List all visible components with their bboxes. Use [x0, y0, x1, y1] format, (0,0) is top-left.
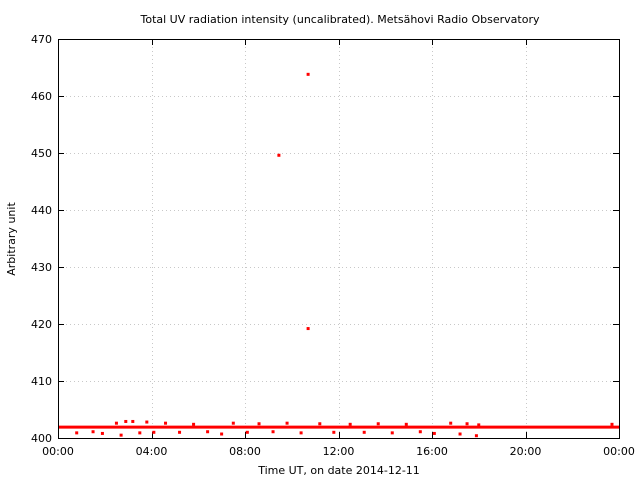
data-point — [306, 72, 310, 76]
data-point — [145, 420, 149, 424]
grid-layer — [58, 39, 619, 438]
y-tick-label: 460 — [31, 90, 52, 103]
data-point — [257, 422, 261, 426]
y-tick-label: 430 — [31, 261, 52, 274]
data-point — [245, 430, 249, 434]
data-point — [220, 432, 224, 436]
data-point — [271, 430, 275, 434]
y-tick-label: 440 — [31, 204, 52, 217]
x-axis-label: Time UT, on date 2014-12-11 — [257, 464, 420, 477]
data-point — [114, 421, 118, 425]
data-point — [178, 430, 182, 434]
data-point — [299, 431, 303, 435]
data-point — [404, 422, 408, 426]
data-point — [100, 431, 104, 435]
data-point — [458, 432, 462, 436]
data-point — [449, 421, 453, 425]
data-point — [119, 433, 123, 437]
chart-title: Total UV radiation intensity (uncalibrat… — [140, 13, 540, 26]
data-point — [477, 423, 481, 427]
x-tick-label: 16:00 — [416, 445, 448, 458]
plot-frame — [58, 39, 620, 439]
data-point — [362, 430, 366, 434]
data-point — [318, 422, 322, 426]
y-tick-label: 410 — [31, 375, 52, 388]
x-tick-label: 04:00 — [136, 445, 168, 458]
data-point — [348, 422, 352, 426]
data-point — [75, 431, 79, 435]
x-tick-label: 00:00 — [603, 445, 635, 458]
y-tick-label: 470 — [31, 33, 52, 46]
data-point — [418, 430, 422, 434]
data-point — [390, 431, 394, 435]
data-point — [432, 431, 436, 435]
data-point — [231, 421, 235, 425]
x-tick-label: 00:00 — [42, 445, 74, 458]
data-point — [474, 434, 478, 438]
data-point — [138, 431, 142, 435]
x-tick-label: 20:00 — [510, 445, 542, 458]
data-point — [91, 430, 95, 434]
y-tick-label: 450 — [31, 147, 52, 160]
data-point — [376, 422, 380, 426]
ticks-layer: 00:00 04:00 08:00 12:00 16:00 20:00 00:0040041… — [31, 33, 635, 458]
data-point — [306, 327, 310, 331]
data-point — [465, 422, 469, 426]
data-point — [332, 430, 336, 434]
data-point — [131, 419, 135, 423]
data-point — [206, 430, 210, 434]
data-point — [285, 421, 289, 425]
data-point — [192, 422, 196, 426]
y-tick-label: 400 — [31, 432, 52, 445]
data-point — [152, 430, 156, 434]
x-tick-label: 08:00 — [229, 445, 261, 458]
y-tick-label: 420 — [31, 318, 52, 331]
data-layer — [58, 72, 619, 438]
data-point — [124, 419, 128, 423]
y-axis-label: Arbitrary unit — [5, 202, 18, 276]
data-point — [164, 421, 168, 425]
x-tick-label: 12:00 — [323, 445, 355, 458]
data-point — [610, 422, 614, 426]
data-point — [277, 153, 281, 157]
